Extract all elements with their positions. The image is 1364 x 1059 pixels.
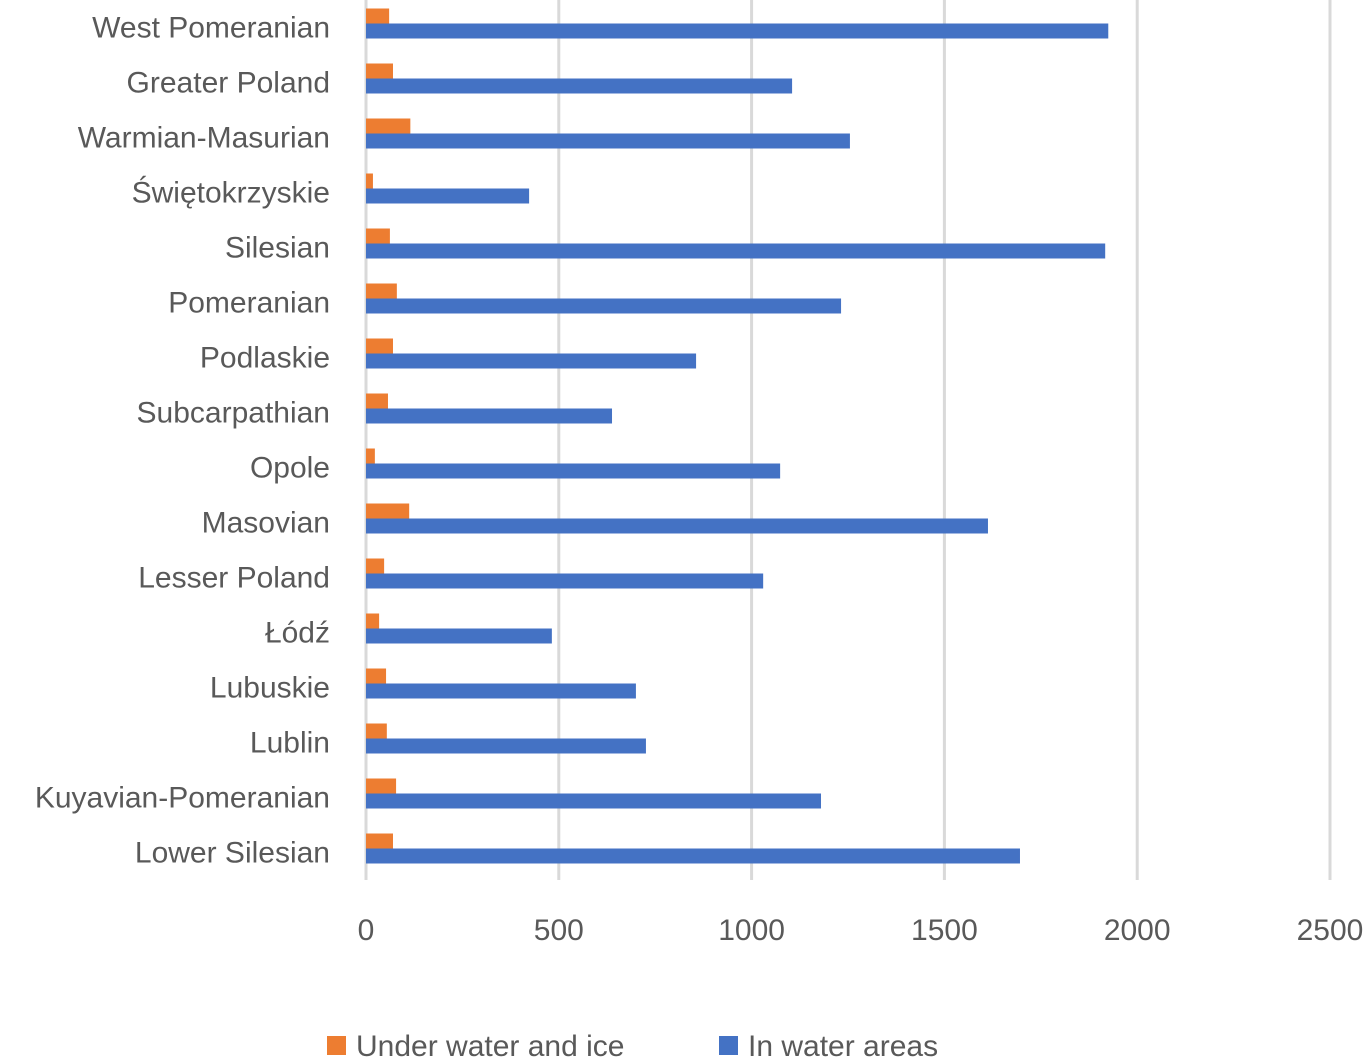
x-tick-label-2500: 2500 — [1297, 914, 1364, 947]
bar-under-water-and-ice--wi-tokrzyskie — [366, 173, 373, 189]
bar-under-water-and-ice-lesser-poland — [366, 558, 385, 574]
bar-in-water-areas-kuyavian-pomeranian — [366, 793, 822, 809]
x-tick-label-1500: 1500 — [911, 914, 978, 947]
bar-in-water-areas-opole — [366, 463, 781, 479]
category-label-podlaskie: Podlaskie — [200, 342, 330, 375]
bar-under-water-and-ice-masovian — [366, 503, 410, 519]
bar-under-water-and-ice-kuyavian-pomeranian — [366, 778, 397, 794]
category-label-west-pomeranian: West Pomeranian — [92, 12, 330, 45]
x-axis-tick-labels: 0 500 1000 1500 2000 2500 — [358, 914, 1364, 947]
legend-label-under-water-and-ice: Under water and ice — [356, 1030, 624, 1059]
x-tick-label-500: 500 — [534, 914, 584, 947]
bar-under-water-and-ice-silesian — [366, 228, 390, 244]
bar-in-water-areas-pomeranian — [366, 298, 842, 314]
x-tick-label-2000: 2000 — [1104, 914, 1171, 947]
bar-in-water-areas-lesser-poland — [366, 573, 764, 589]
bar-under-water-and-ice-pomeranian — [366, 283, 397, 299]
bar-in-water-areas-warmian-masurian — [366, 133, 850, 149]
bar-in-water-areas-lower-silesian — [366, 848, 1020, 864]
category-label--d-: Łódź — [265, 617, 330, 650]
category-label-kuyavian-pomeranian: Kuyavian-Pomeranian — [35, 782, 330, 815]
bar-under-water-and-ice-subcarpathian — [366, 393, 388, 409]
category-labels: West Pomeranian Greater Poland Warmian-Mas… — [35, 12, 330, 870]
category-label-greater-poland: Greater Poland — [127, 67, 330, 100]
bar-in-water-areas-podlaskie — [366, 353, 697, 369]
bar-under-water-and-ice--d- — [366, 613, 380, 629]
category-label-opole: Opole — [250, 452, 330, 485]
bar-under-water-and-ice-warmian-masurian — [366, 118, 411, 134]
category-label-masovian: Masovian — [202, 507, 330, 540]
legend-swatch-in-water-areas — [719, 1036, 738, 1055]
bar-in-water-areas-silesian — [366, 243, 1106, 259]
bar-in-water-areas-subcarpathian — [366, 408, 613, 424]
legend: Under water and ice In water areas — [327, 1030, 938, 1059]
bar-in-water-areas--wi-tokrzyskie — [366, 188, 530, 204]
bar-under-water-and-ice-podlaskie — [366, 338, 393, 354]
bars — [366, 8, 1109, 864]
category-label-lubuskie: Lubuskie — [210, 672, 330, 705]
category-label--wi-tokrzyskie: Świętokrzyskie — [132, 176, 330, 210]
category-label-pomeranian: Pomeranian — [168, 287, 330, 320]
bar-under-water-and-ice-greater-poland — [366, 63, 393, 79]
category-label-lower-silesian: Lower Silesian — [135, 837, 330, 870]
legend-label-in-water-areas: In water areas — [748, 1030, 938, 1059]
legend-swatch-under-water-and-ice — [327, 1036, 346, 1055]
bar-in-water-areas-masovian — [366, 518, 988, 534]
category-label-lesser-poland: Lesser Poland — [138, 562, 330, 595]
bar-in-water-areas--d- — [366, 628, 552, 644]
bar-under-water-and-ice-lubuskie — [366, 668, 387, 684]
category-label-lublin: Lublin — [250, 727, 330, 760]
bar-in-water-areas-lubuskie — [366, 683, 636, 699]
bar-under-water-and-ice-opole — [366, 448, 375, 464]
bar-in-water-areas-greater-poland — [366, 78, 793, 94]
category-label-subcarpathian: Subcarpathian — [137, 397, 330, 430]
bar-under-water-and-ice-west-pomeranian — [366, 8, 390, 24]
bar-in-water-areas-west-pomeranian — [366, 23, 1109, 39]
x-tick-label-1000: 1000 — [718, 914, 785, 947]
category-label-silesian: Silesian — [225, 232, 330, 265]
bar-under-water-and-ice-lower-silesian — [366, 833, 393, 849]
category-label-warmian-masurian: Warmian-Masurian — [78, 122, 330, 155]
bar-in-water-areas-lublin — [366, 738, 646, 754]
bar-under-water-and-ice-lublin — [366, 723, 387, 739]
x-tick-label-0: 0 — [358, 914, 375, 947]
